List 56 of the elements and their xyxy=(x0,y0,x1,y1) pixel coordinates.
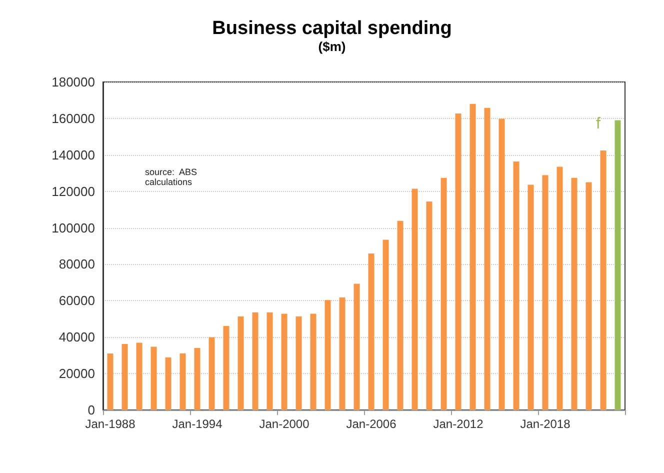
annotation: f xyxy=(596,116,601,132)
bar xyxy=(440,178,447,410)
bar xyxy=(484,108,490,410)
bar xyxy=(528,184,534,410)
bar xyxy=(412,188,418,410)
y-tick-label: 80000 xyxy=(58,256,95,272)
bar xyxy=(266,312,273,410)
bar xyxy=(498,118,505,410)
bar xyxy=(600,150,606,410)
x-tick-label: Jan-1994 xyxy=(172,417,223,431)
chart-title: Business capital spending xyxy=(212,18,452,39)
bar xyxy=(281,314,288,410)
bar xyxy=(354,284,360,410)
bar xyxy=(614,120,621,410)
bar xyxy=(513,161,520,410)
y-tick-label: 180000 xyxy=(52,74,95,90)
bar xyxy=(296,316,302,410)
y-tick-label: 100000 xyxy=(52,220,95,236)
bar xyxy=(382,240,389,410)
chart-subtitle: ($m) xyxy=(318,39,346,54)
bar xyxy=(180,353,186,410)
annotation: source: ABS calculations xyxy=(145,167,200,187)
bar xyxy=(368,253,374,410)
bar xyxy=(571,178,578,410)
y-tick-label: 40000 xyxy=(58,330,95,345)
y-tick-label: 140000 xyxy=(52,147,95,162)
bar xyxy=(426,202,432,410)
y-tick-label: 0 xyxy=(88,402,95,418)
bar xyxy=(223,326,230,410)
y-tick-label: 60000 xyxy=(58,293,95,308)
y-tick-label: 120000 xyxy=(52,184,95,199)
x-tick-label: Jan-1988 xyxy=(85,417,136,431)
bar xyxy=(252,312,258,410)
x-tick-label: Jan-2000 xyxy=(259,417,310,431)
bar xyxy=(586,182,592,410)
bar xyxy=(339,297,346,410)
x-tick-label: Jan-2006 xyxy=(346,417,397,431)
bar xyxy=(455,114,462,410)
bar xyxy=(150,346,157,410)
bar xyxy=(107,354,114,410)
bar xyxy=(208,337,215,410)
bar xyxy=(542,175,548,410)
x-tick-label: Jan-2018 xyxy=(520,417,571,431)
bar xyxy=(194,348,200,410)
x-tick-label: Jan-2012 xyxy=(433,417,484,431)
y-tick-label: 160000 xyxy=(52,110,95,126)
bar xyxy=(470,104,476,410)
bar xyxy=(556,166,563,410)
bar xyxy=(165,357,172,410)
bar xyxy=(324,300,331,410)
y-tick-label: 20000 xyxy=(58,366,95,382)
bar xyxy=(397,220,404,410)
bar xyxy=(136,342,142,410)
bar xyxy=(122,344,128,410)
bar xyxy=(238,316,244,410)
bar xyxy=(310,314,316,410)
